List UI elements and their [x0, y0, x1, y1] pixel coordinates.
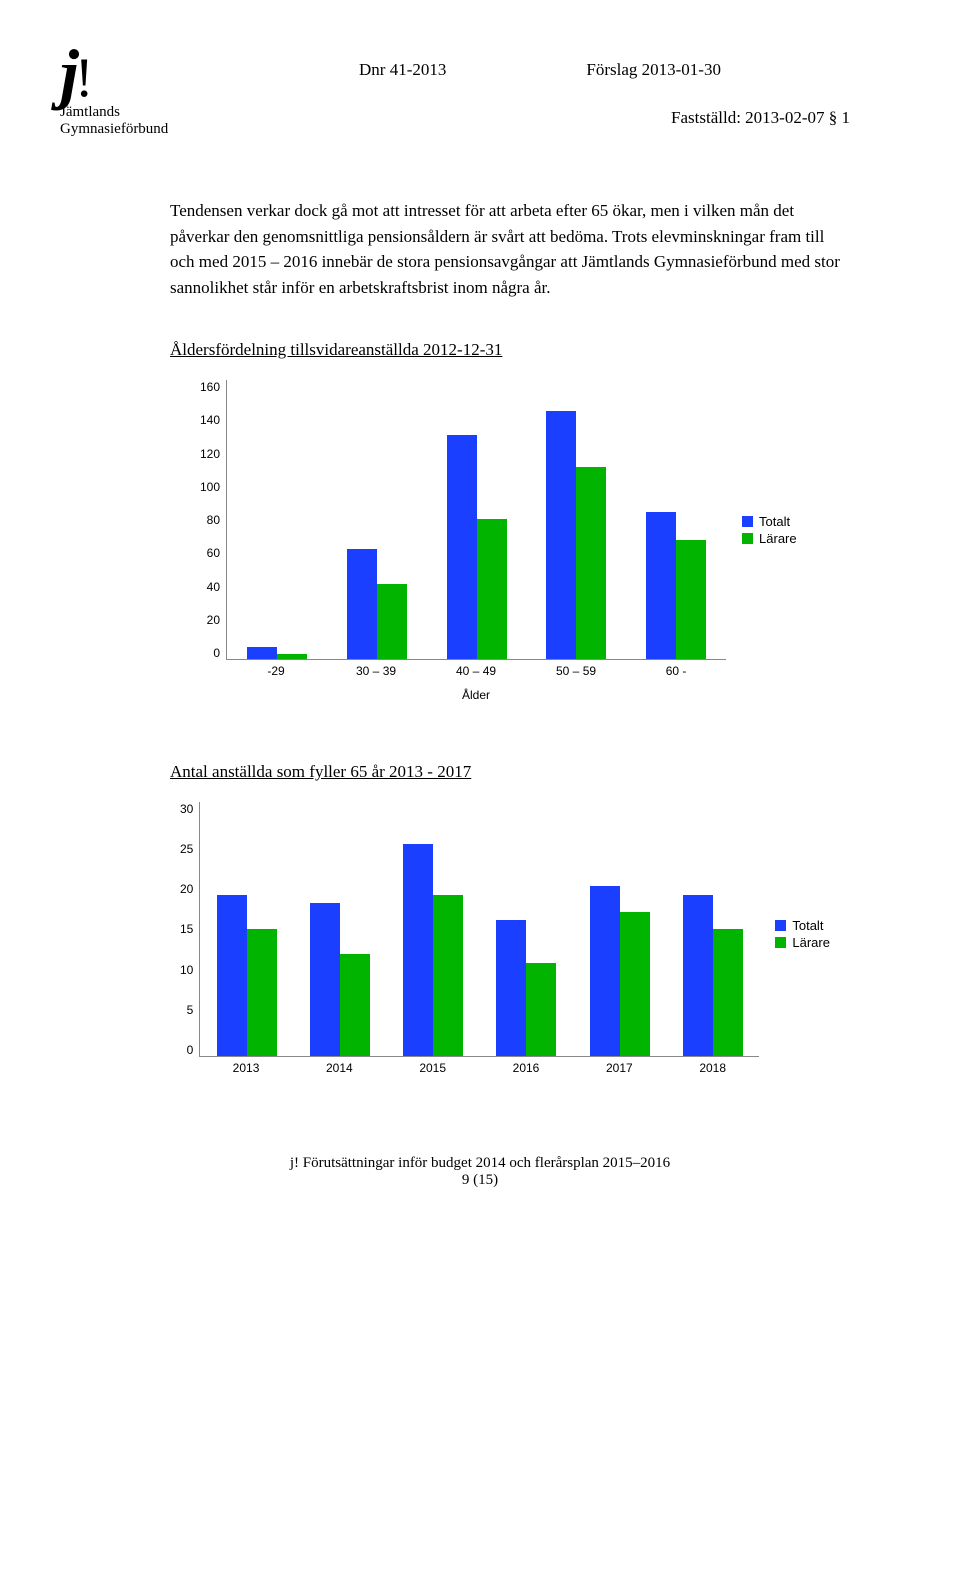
xtick-label: 50 – 59	[526, 664, 626, 678]
ytick-label: 120	[200, 447, 220, 461]
legend-label: Lärare	[792, 935, 830, 950]
body-paragraph: Tendensen verkar dock gå mot att intress…	[170, 198, 850, 300]
bar	[247, 929, 277, 1057]
bar	[217, 895, 247, 1057]
bar	[646, 512, 676, 659]
xtick-label: 2013	[199, 1061, 292, 1075]
bar-group	[217, 895, 277, 1057]
ytick-label: 15	[180, 922, 193, 936]
xtick-label: 30 – 39	[326, 664, 426, 678]
xtick-label: 40 – 49	[426, 664, 526, 678]
bar	[496, 920, 526, 1056]
chart1-title: Åldersfördelning tillsvidareanställda 20…	[170, 340, 850, 360]
chart2-plot	[199, 802, 759, 1057]
xtick-label: 2016	[479, 1061, 572, 1075]
logo-text: Jämtlands Gymnasieförbund	[60, 104, 200, 139]
ytick-label: 25	[180, 842, 193, 856]
bar-group	[546, 411, 606, 660]
bar	[477, 519, 507, 659]
ytick-label: 160	[200, 380, 220, 394]
bar	[433, 895, 463, 1057]
ytick-label: 5	[187, 1003, 194, 1017]
bar	[590, 886, 620, 1056]
bar-group	[247, 647, 307, 659]
footer-line1: j! Förutsättningar inför budget 2014 och…	[110, 1155, 850, 1172]
chart1-yaxis: 160 140 120 100 80 60 40 20 0	[200, 380, 226, 660]
ytick-label: 80	[207, 513, 220, 527]
bar-group	[347, 549, 407, 659]
bar-group	[310, 903, 370, 1056]
bar	[347, 549, 377, 659]
logo-line1: Jämtlands	[60, 104, 200, 121]
legend-swatch	[742, 533, 753, 544]
legend-item: Totalt	[742, 514, 797, 529]
doc-ref: Dnr 41-2013	[359, 60, 446, 80]
chart2: 302520151050 201320142015201620172018 To…	[180, 802, 850, 1075]
bar	[676, 540, 706, 659]
xtick-label: 2017	[573, 1061, 666, 1075]
bar-group	[447, 435, 507, 659]
xtick-label: 2018	[666, 1061, 759, 1075]
logo-line2: Gymnasieförbund	[60, 121, 200, 138]
ytick-label: 30	[180, 802, 193, 816]
chart1-xaxis-label: Ålder	[226, 688, 726, 702]
page-footer: j! Förutsättningar inför budget 2014 och…	[110, 1155, 850, 1189]
ytick-label: 60	[207, 546, 220, 560]
ytick-label: 0	[213, 646, 220, 660]
bar	[247, 647, 277, 659]
logo-mark: j!	[60, 50, 200, 98]
bar	[277, 654, 307, 659]
ytick-label: 10	[180, 963, 193, 977]
proposal-date: Förslag 2013-01-30	[586, 60, 721, 80]
ytick-label: 140	[200, 413, 220, 427]
bar	[526, 963, 556, 1057]
chart2-title: Antal anställda som fyller 65 år 2013 - …	[170, 762, 850, 782]
bar	[403, 844, 433, 1057]
bar	[683, 895, 713, 1057]
chart1: 160 140 120 100 80 60 40 20 0 -2930 – 3940 – 495…	[200, 380, 850, 702]
legend-item: Totalt	[775, 918, 830, 933]
approved-line: Fastställd: 2013-02-07 § 1	[110, 108, 850, 128]
logo: j! Jämtlands Gymnasieförbund	[60, 50, 200, 139]
bar-group	[646, 512, 706, 659]
footer-line2: 9 (15)	[110, 1172, 850, 1189]
xtick-label: 60 -	[626, 664, 726, 678]
legend-label: Totalt	[792, 918, 823, 933]
legend-item: Lärare	[742, 531, 797, 546]
ytick-label: 40	[207, 580, 220, 594]
bar	[340, 954, 370, 1056]
bar	[447, 435, 477, 659]
xtick-label: 2014	[293, 1061, 386, 1075]
chart1-xaxis: -2930 – 3940 – 4950 – 5960 -	[226, 664, 726, 678]
chart2-yaxis: 30 25 20 15 10 5 0	[180, 802, 199, 1057]
header-meta-row: Dnr 41-2013 Förslag 2013-01-30	[170, 60, 910, 80]
ytick-label: 100	[200, 480, 220, 494]
bar	[620, 912, 650, 1057]
legend-swatch	[775, 937, 786, 948]
bar	[377, 584, 407, 659]
ytick-label: 20	[207, 613, 220, 627]
chart1-legend: Totalt Lärare	[742, 514, 797, 548]
legend-swatch	[775, 920, 786, 931]
bar-group	[496, 920, 556, 1056]
ytick-label: 20	[180, 882, 193, 896]
bar-group	[683, 895, 743, 1057]
chart2-legend: Totalt Lärare	[775, 918, 830, 952]
xtick-label: -29	[226, 664, 326, 678]
bar	[576, 467, 606, 660]
chart2-xaxis: 201320142015201620172018	[199, 1061, 759, 1075]
legend-swatch	[742, 516, 753, 527]
bar	[310, 903, 340, 1056]
chart1-plot	[226, 380, 726, 660]
bar-group	[403, 844, 463, 1057]
legend-label: Totalt	[759, 514, 790, 529]
ytick-label: 0	[187, 1043, 194, 1057]
bar	[713, 929, 743, 1057]
bar-group	[590, 886, 650, 1056]
page: j! Jämtlands Gymnasieförbund Dnr 41-2013…	[0, 0, 960, 1229]
legend-label: Lärare	[759, 531, 797, 546]
legend-item: Lärare	[775, 935, 830, 950]
bar	[546, 411, 576, 660]
xtick-label: 2015	[386, 1061, 479, 1075]
